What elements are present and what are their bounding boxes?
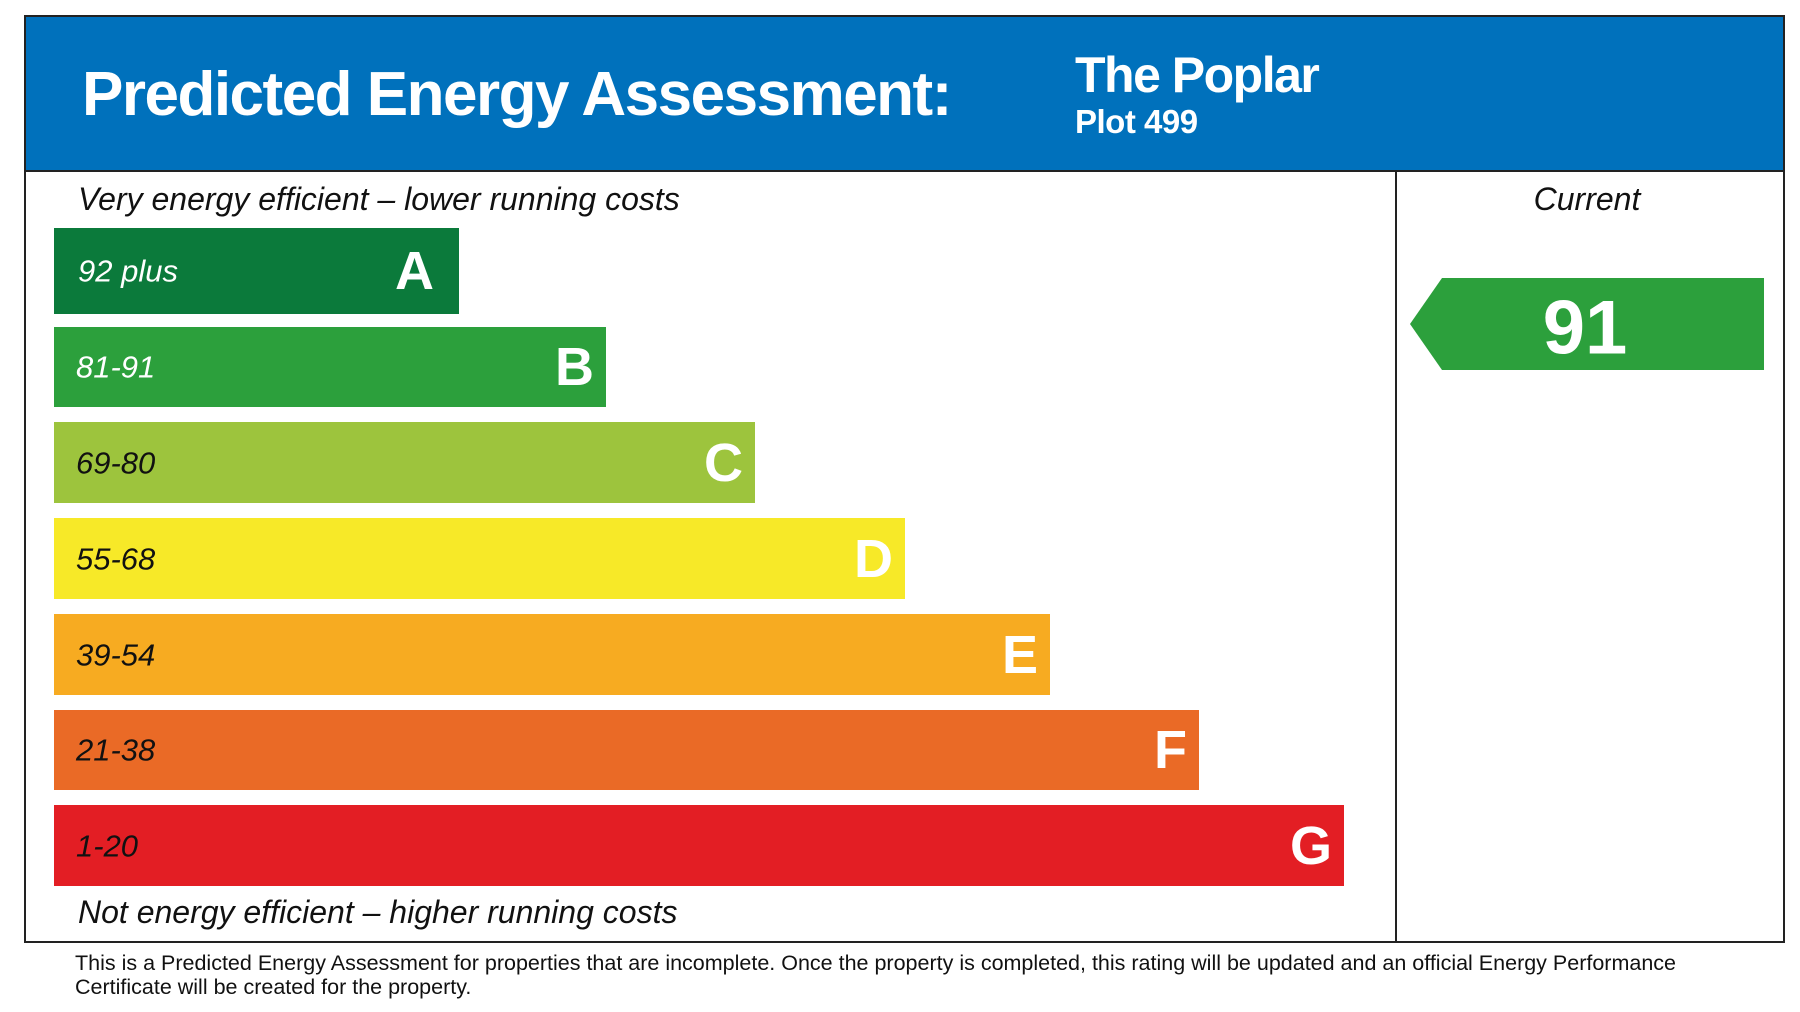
band-bar — [54, 710, 1199, 790]
band-range: 39-54 — [76, 638, 155, 673]
footer-note: This is a Predicted Energy Assessment fo… — [75, 951, 1676, 999]
band-letter: D — [854, 529, 893, 589]
plot: Plot 499 — [1075, 103, 1198, 140]
band-letter: G — [1290, 816, 1332, 876]
band-range: 1-20 — [76, 829, 138, 864]
band-bar — [54, 228, 459, 314]
top-note: Very energy efficient – lower running co… — [78, 181, 680, 217]
band-letter: A — [395, 241, 434, 301]
band-letter: C — [704, 433, 743, 493]
band-letter: F — [1154, 720, 1187, 780]
band-range: 55-68 — [76, 542, 156, 577]
title: Predicted Energy Assessment: — [82, 60, 951, 129]
property-name: The Poplar — [1075, 47, 1319, 103]
band-range: 81-91 — [76, 350, 155, 385]
current-rating: 91 — [1543, 286, 1628, 371]
band-letter: B — [555, 337, 594, 397]
band-letter: E — [1002, 625, 1038, 685]
current-label: Current — [1534, 181, 1642, 217]
bottom-note: Not energy efficient – higher running co… — [78, 894, 677, 930]
band-bar — [54, 422, 755, 503]
band-range: 92 plus — [78, 254, 178, 289]
band-bar — [54, 518, 905, 599]
band-bar — [54, 805, 1344, 886]
band-bar — [54, 327, 606, 407]
band-range: 69-80 — [76, 446, 155, 481]
header-band — [26, 17, 1783, 171]
band-range: 21-38 — [75, 733, 156, 768]
band-bar — [54, 614, 1050, 695]
current-arrow — [1410, 278, 1764, 370]
